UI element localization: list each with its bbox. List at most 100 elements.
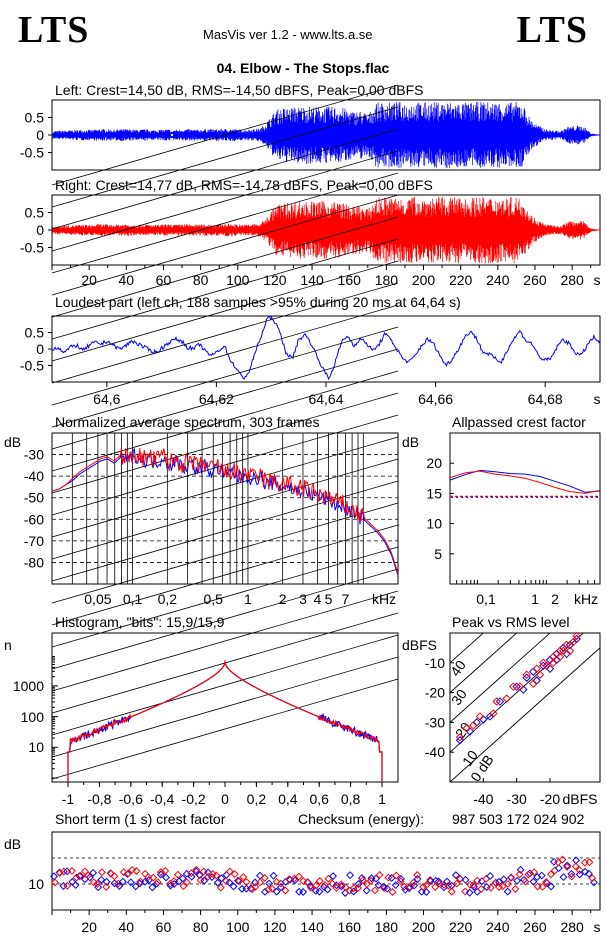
peak-rms-right-point <box>509 682 518 691</box>
spectrum-xtick-label: 0,2 <box>158 591 178 607</box>
short-term-left-point <box>537 871 546 880</box>
loudest-xtick-label: 64,66 <box>418 391 453 407</box>
right-waveform-ytick-label: 0 <box>36 222 44 238</box>
peak-rms-left-point <box>552 649 561 659</box>
short-term-ylabel: dB <box>4 836 21 852</box>
short-term-right-point <box>341 883 350 892</box>
spectrum-right-series <box>52 447 398 574</box>
short-term-left-point <box>329 872 338 881</box>
short-term-right-point <box>337 880 346 889</box>
short-term-right-point <box>110 872 119 881</box>
left-waveform-ytick-label: -0.5 <box>20 145 44 161</box>
short-term-right-point <box>124 869 133 878</box>
loudest-ytick-label: 0 <box>36 341 44 357</box>
short-term-left-point <box>306 882 315 890</box>
short-term-left-point <box>323 885 332 894</box>
checksum-label: Checksum (energy): <box>298 811 425 827</box>
short-term-ytick-label: 10 <box>28 876 44 892</box>
short-term-right-point <box>192 865 201 874</box>
spectrum-xtick-label: 7 <box>342 591 350 607</box>
short-term-right-point <box>358 876 367 885</box>
short-term-right-point <box>366 876 375 885</box>
short-term-xtick-label: 120 <box>263 919 287 935</box>
peak-rms-right-point <box>475 712 485 721</box>
histogram-frame <box>51 632 399 783</box>
peak-rms-left-point <box>485 712 495 721</box>
short-term-xtick-label: 80 <box>193 919 209 935</box>
logo-right: LTS <box>516 9 588 51</box>
short-term-left-point <box>563 861 572 870</box>
short-term-right-point <box>426 875 435 884</box>
short-term-left-point <box>272 887 281 896</box>
short-term-right-point <box>182 878 191 887</box>
short-term-left-point <box>192 867 201 876</box>
spectrum-slope-line <box>51 656 399 758</box>
short-term-right-point <box>208 870 217 879</box>
right-waveform-ytick-label: -0.5 <box>20 240 44 256</box>
short-term-left-point <box>461 875 470 884</box>
short-term-right-point <box>482 874 491 883</box>
histogram-xtick-label: -0,2 <box>182 791 206 807</box>
short-term-right-point <box>498 882 507 891</box>
short-term-left-point <box>470 882 478 891</box>
loudest-xtick-unit: s <box>594 391 601 407</box>
time-axis-label: 40 <box>119 272 135 288</box>
short-term-right-point <box>149 873 158 882</box>
short-term-left-point <box>346 871 355 880</box>
short-term-right-point <box>136 877 145 886</box>
spectrum-xtick-label: 0,1 <box>123 591 143 607</box>
spectrum-slope-line <box>51 326 399 428</box>
spectrum-slope-line <box>51 128 399 230</box>
histogram-xtick-label: 0 <box>221 791 229 807</box>
short-term-right-point <box>473 876 482 885</box>
spectrum-ytick-label: -70 <box>24 533 44 549</box>
short-term-right-point <box>102 882 111 891</box>
short-term-right-point <box>324 874 333 883</box>
histogram-ytick-label: 100 <box>21 709 45 725</box>
loudest-xtick-label: 64,68 <box>528 391 563 407</box>
short-term-left-point <box>299 888 308 896</box>
peak-rms-right-point <box>455 733 465 742</box>
short-term-right-point <box>161 866 170 875</box>
short-term-right-point <box>515 870 524 879</box>
peak-rms-right-point <box>549 658 558 668</box>
short-term-xtick-label: 160 <box>338 919 362 935</box>
short-term-left-point <box>256 871 264 880</box>
short-term-left-point <box>260 887 269 896</box>
short-term-left-point <box>397 875 405 883</box>
loudest-part-title: Loudest part (left ch, 188 samples >95% … <box>55 294 461 310</box>
peak-rms-left-point <box>552 655 561 665</box>
short-term-right-point <box>294 872 303 881</box>
short-term-right-point <box>413 871 422 879</box>
short-term-right-point <box>68 866 76 875</box>
short-term-right-point <box>558 855 567 864</box>
short-term-left-point <box>269 871 278 880</box>
spectrum-slope-line <box>51 348 399 450</box>
spectrum-slope-line <box>51 84 399 186</box>
time-axis-label: 60 <box>156 272 172 288</box>
short-term-xtick-label: 220 <box>449 919 473 935</box>
short-term-right-point <box>547 870 555 879</box>
peak-rms-left-point <box>545 655 555 665</box>
short-term-right-point <box>521 877 530 886</box>
short-term-right-point <box>504 880 513 888</box>
histogram-xtick-label: -0,6 <box>119 791 143 807</box>
spectrum-slope-line <box>51 150 399 252</box>
spectrum-xtick-label: 1 <box>244 591 252 607</box>
spectrum-slope-line <box>51 370 399 472</box>
peak-rms-frame <box>449 632 601 783</box>
short-term-right-point <box>225 867 234 876</box>
short-term-right-point <box>375 870 384 879</box>
right-waveform-ytick-label: 0.5 <box>25 205 45 221</box>
spectrum-xtick-label: 2 <box>279 591 287 607</box>
histogram-right-series <box>67 659 383 782</box>
short-term-right-point <box>97 868 106 877</box>
short-term-left-point <box>238 884 246 893</box>
short-term-left-point <box>225 878 234 887</box>
short-term-right-point <box>486 883 495 892</box>
short-term-left-point <box>71 880 80 889</box>
histogram-xtick-label: 0,2 <box>247 791 267 807</box>
short-term-left-point <box>585 869 593 878</box>
short-term-left-point <box>200 876 209 885</box>
peak-rms-right-point <box>562 640 571 650</box>
